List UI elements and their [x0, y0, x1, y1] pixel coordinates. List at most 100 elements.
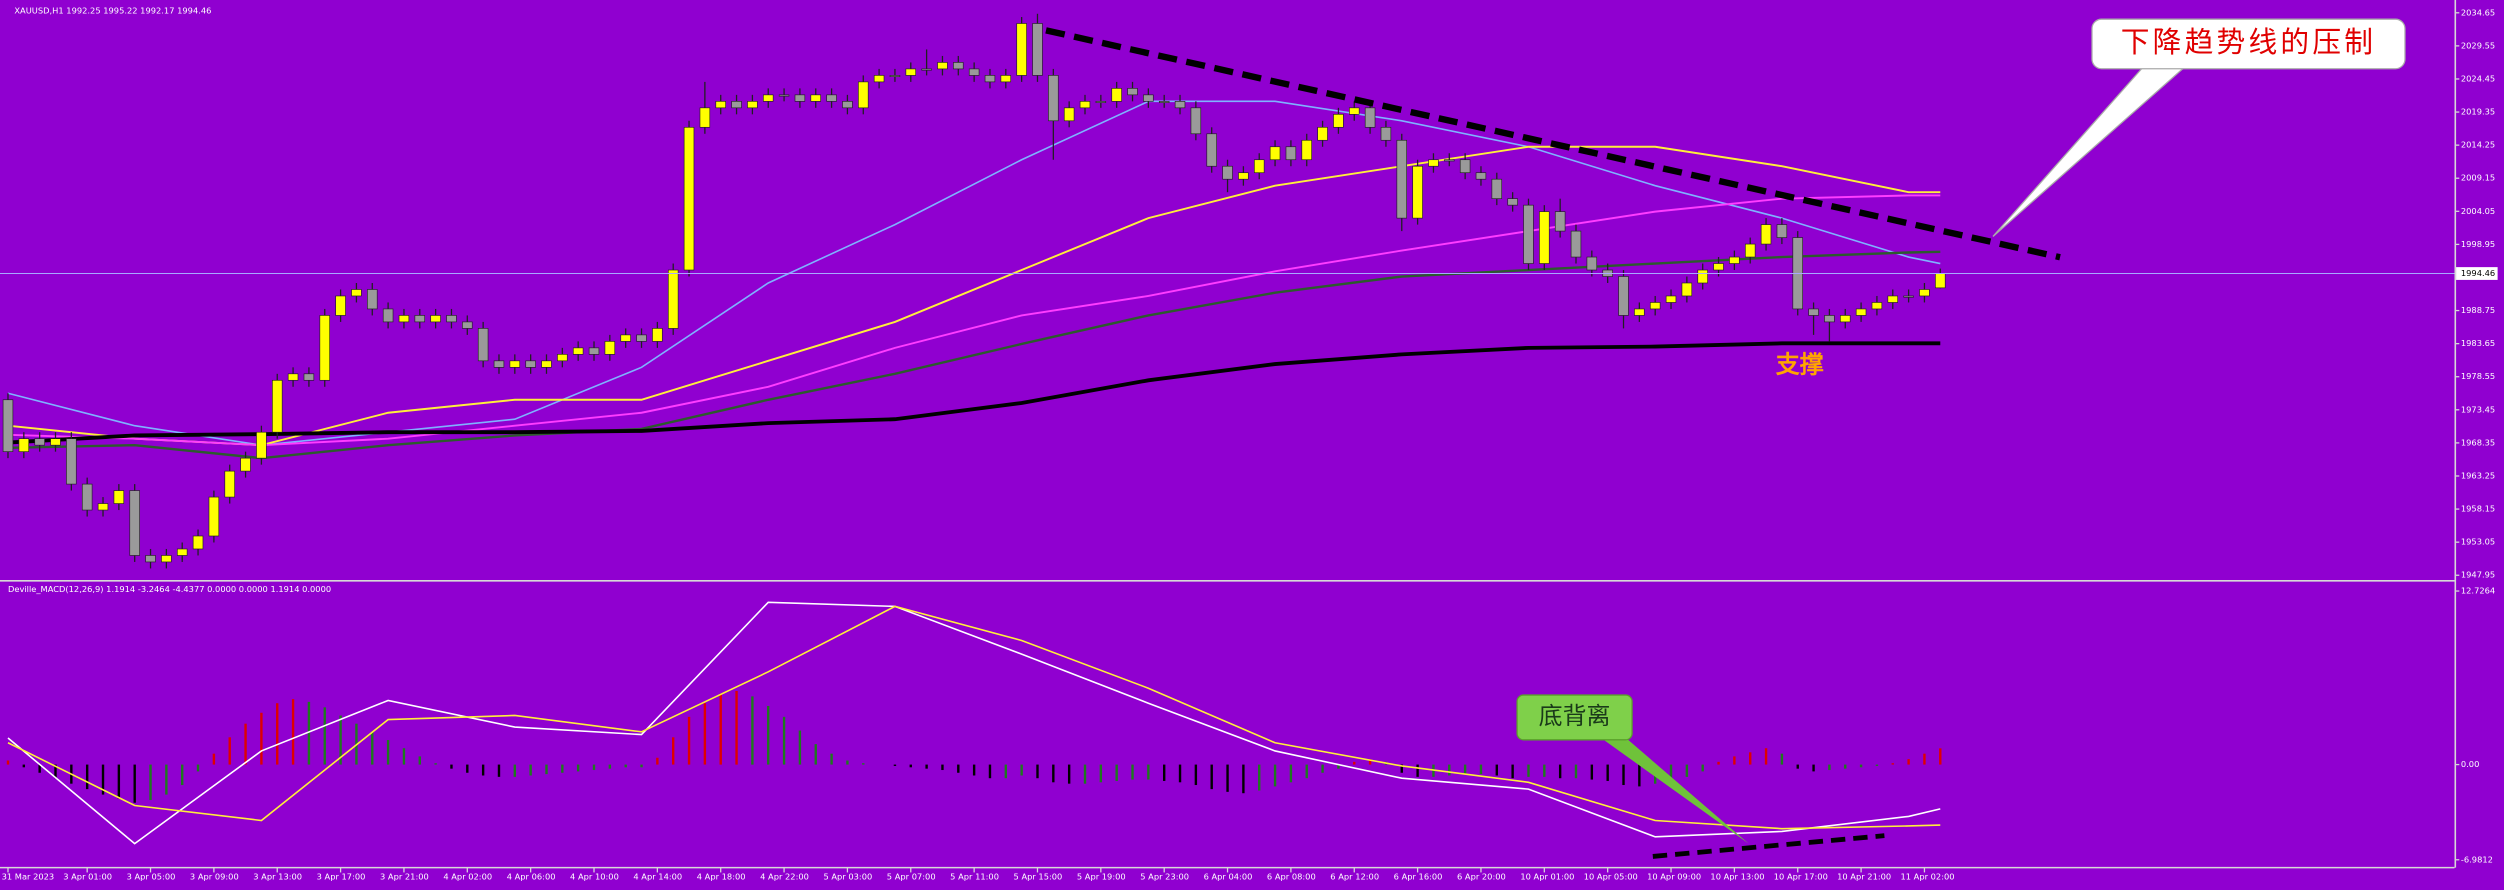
candle-body	[1507, 198, 1518, 206]
candle-body	[1016, 23, 1027, 76]
candle-body	[1048, 75, 1059, 122]
x-tick-label: 3 Apr 17:00	[317, 872, 366, 882]
candle-body	[1143, 94, 1154, 102]
candle-body	[1776, 224, 1788, 238]
y-tick-label: 1963.25	[2461, 470, 2495, 480]
candle-body	[715, 101, 726, 109]
indicator-line	[7, 341, 1941, 445]
candle-body	[430, 315, 441, 323]
callout-box	[1516, 694, 1633, 741]
candle-body	[636, 334, 647, 342]
candle-body	[1855, 308, 1867, 316]
x-tick-label: 5 Apr 19:00	[1077, 872, 1126, 882]
y-tick-label: 1973.45	[2461, 404, 2495, 414]
y-tick-label: 2004.05	[2461, 206, 2495, 216]
x-tick-label: 11 Apr 02:00	[1900, 872, 1954, 882]
candle-body	[984, 75, 996, 83]
candle-body	[1032, 23, 1043, 76]
candle-body	[1729, 256, 1740, 264]
candle-body	[1349, 107, 1360, 115]
candle-body	[351, 289, 362, 297]
indicator-line	[7, 601, 1941, 845]
candle-body	[129, 490, 140, 556]
x-tick-label: 3 Apr 09:00	[190, 872, 239, 882]
candle-body	[1523, 204, 1534, 264]
indicator-line	[7, 605, 1941, 830]
candle-body	[1364, 107, 1376, 128]
x-tick-label: 4 Apr 10:00	[570, 872, 619, 882]
candle-body	[572, 347, 584, 355]
x-tick-label: 4 Apr 14:00	[633, 872, 682, 882]
candle-body	[1681, 282, 1693, 297]
candle-body	[557, 354, 568, 362]
y-tick-label: 1968.35	[2461, 437, 2495, 447]
candle-body	[1475, 172, 1487, 180]
x-tick-label: 3 Apr 21:00	[380, 872, 429, 882]
candle-body	[1333, 114, 1344, 128]
candle-body	[382, 308, 394, 323]
x-tick-label: 3 Apr 05:00	[127, 872, 176, 882]
x-tick-label: 3 Apr 01:00	[63, 872, 112, 882]
candle-body	[1570, 230, 1582, 258]
x-tick-label: 10 Apr 01:00	[1520, 872, 1574, 882]
candle-body	[968, 68, 980, 76]
x-tick-label: 5 Apr 23:00	[1140, 872, 1189, 882]
candle-body	[1269, 146, 1281, 161]
candle-body	[1190, 107, 1202, 135]
indicator-line	[7, 100, 1941, 446]
candle-body	[620, 334, 631, 342]
candle-body	[97, 503, 109, 511]
x-tick-label: 6 Apr 08:00	[1267, 872, 1316, 882]
x-tick-label: 5 Apr 03:00	[823, 872, 872, 882]
y-tick-label: 2034.65	[2461, 7, 2495, 17]
candle-body	[2, 399, 14, 452]
x-tick-label: 5 Apr 07:00	[887, 872, 936, 882]
candle-body	[858, 81, 869, 109]
candle-body	[1380, 126, 1392, 141]
y-tick-label: 0.00	[2461, 759, 2479, 769]
candle-body	[541, 360, 552, 368]
x-tick-label: 10 Apr 21:00	[1837, 872, 1891, 882]
candle-body	[1317, 126, 1328, 141]
candle-body	[794, 94, 806, 102]
candle-body	[763, 94, 774, 102]
candle-body	[1760, 224, 1772, 245]
y-tick-label: 1947.95	[2461, 570, 2495, 580]
y-tick-label: 2024.45	[2461, 73, 2495, 83]
y-tick-label: 1958.15	[2461, 504, 2495, 514]
candle-body	[1744, 243, 1756, 258]
trend-line	[1045, 27, 2061, 261]
candle-body	[1887, 295, 1898, 303]
candle-body	[1253, 159, 1265, 174]
candle-body	[81, 483, 93, 511]
x-tick-label: 6 Apr 04:00	[1204, 872, 1253, 882]
candle-body	[1554, 211, 1566, 232]
candle-body	[161, 555, 172, 563]
candle-body	[1285, 146, 1297, 161]
candle-body	[1634, 308, 1645, 316]
price-label-box	[2456, 267, 2498, 280]
candle-body	[810, 94, 821, 102]
x-tick-label: 4 Apr 18:00	[697, 872, 746, 882]
candle-body	[414, 315, 426, 323]
candle-body	[1095, 101, 1107, 103]
candle-body	[1222, 165, 1233, 180]
candle-body	[1491, 178, 1503, 199]
candle-body	[287, 373, 299, 381]
candle-body	[826, 94, 837, 102]
candle-body	[1935, 273, 1946, 289]
divergence-line	[1652, 833, 1885, 859]
candle-body	[1158, 101, 1170, 103]
candle-body	[1238, 172, 1249, 180]
candle-body	[778, 94, 790, 97]
candle-body	[747, 101, 758, 109]
candle-body	[604, 341, 616, 355]
candle-body	[873, 75, 885, 83]
x-tick-label: 4 Apr 02:00	[443, 872, 492, 882]
indicator-line	[7, 145, 1941, 447]
candle-body	[493, 360, 505, 368]
x-tick-label: 31 Mar 2023	[2, 872, 55, 882]
candle-body	[335, 295, 346, 316]
candle-body	[937, 62, 948, 70]
